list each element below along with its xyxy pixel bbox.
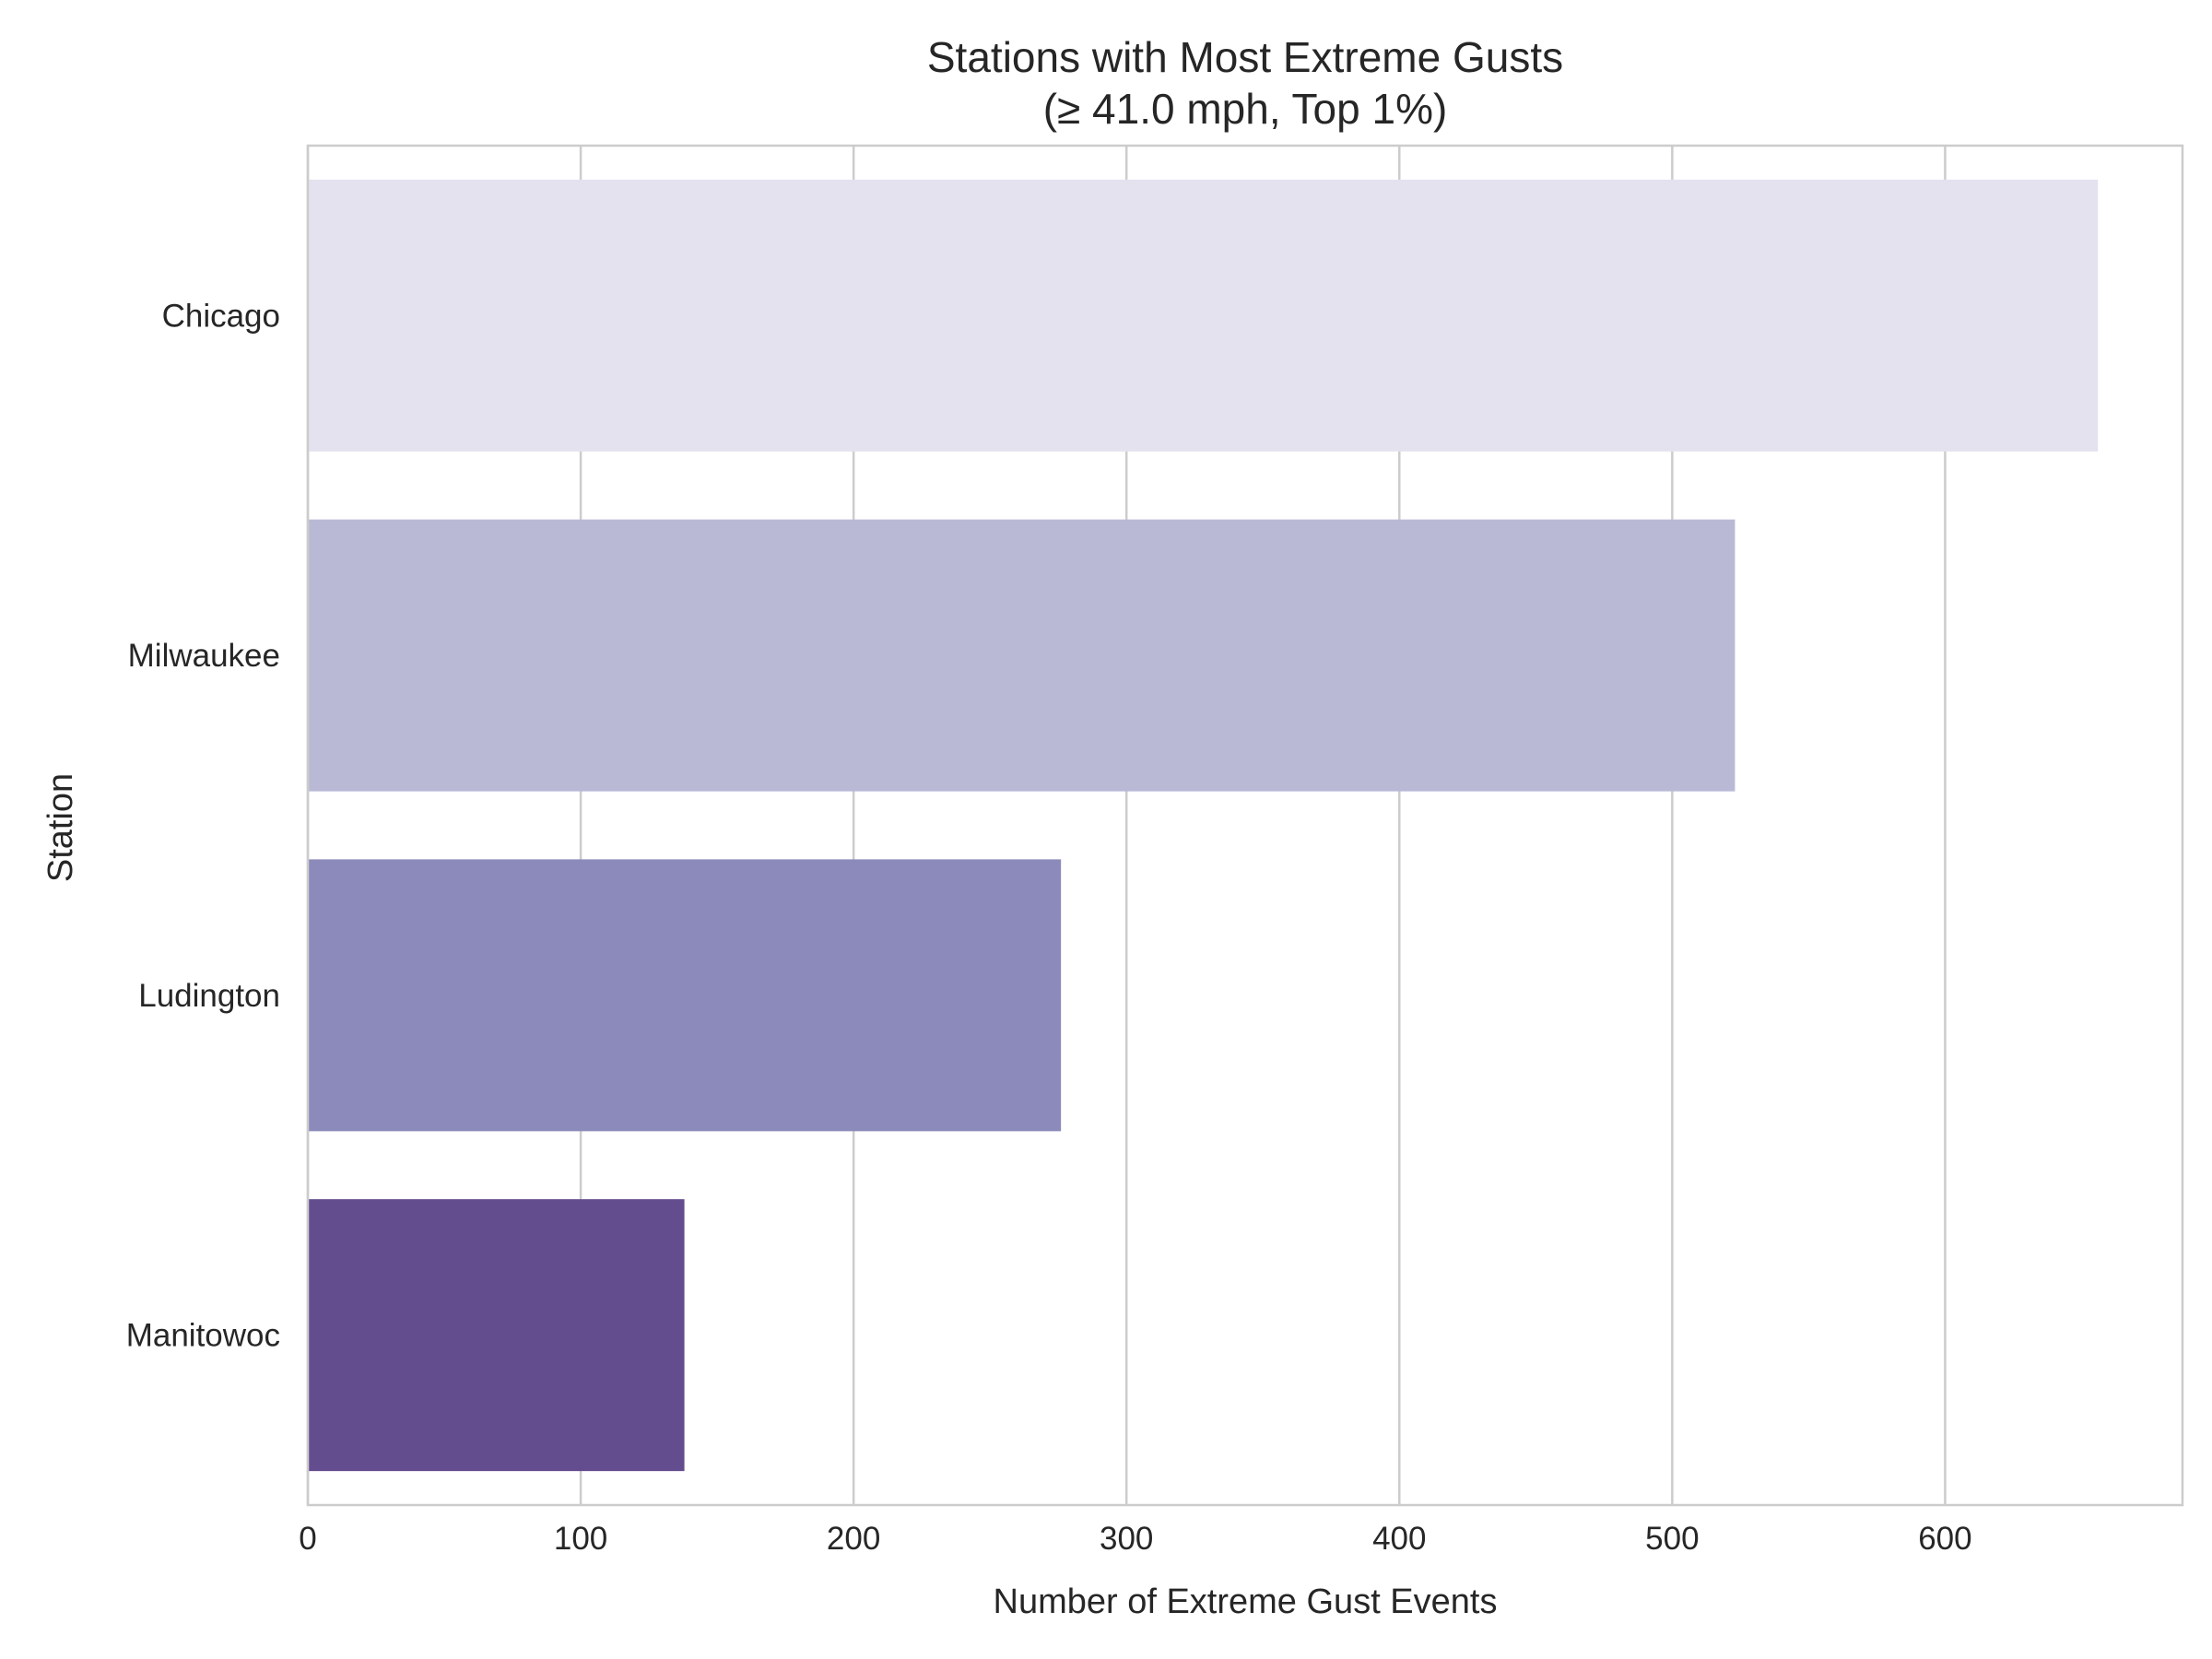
- x-tick-labels: 0 100 200 300 400 500 600: [299, 1521, 1971, 1557]
- y-tick-label: Milwaukee: [128, 638, 280, 674]
- y-tick-labels: Chicago Milwaukee Ludington Manitowoc: [126, 298, 280, 1353]
- chart-title-line2: (≥ 41.0 mph, Top 1%): [1043, 85, 1448, 133]
- x-tick-label: 100: [554, 1521, 607, 1557]
- x-axis-label: Number of Extreme Gust Events: [994, 1583, 1498, 1621]
- x-tick-label: 300: [1100, 1521, 1153, 1557]
- y-tick-label: Manitowoc: [126, 1318, 280, 1354]
- bars: [308, 179, 2099, 1472]
- x-tick-label: 500: [1645, 1521, 1699, 1557]
- x-tick-label: 600: [1918, 1521, 1971, 1557]
- bar-ludington: [308, 859, 1062, 1132]
- bar-chicago: [308, 179, 2099, 452]
- y-tick-label: Chicago: [162, 298, 280, 334]
- x-tick-label: 0: [299, 1521, 316, 1557]
- bar-milwaukee: [308, 519, 1735, 792]
- y-tick-label: Ludington: [138, 978, 280, 1014]
- x-tick-label: 400: [1372, 1521, 1426, 1557]
- x-tick-label: 200: [827, 1521, 880, 1557]
- y-axis-label: Station: [41, 773, 80, 882]
- bar-manitowoc: [308, 1199, 685, 1472]
- chart-title-line1: Stations with Most Extreme Gusts: [927, 33, 1563, 81]
- plot-frame: [306, 144, 2184, 1507]
